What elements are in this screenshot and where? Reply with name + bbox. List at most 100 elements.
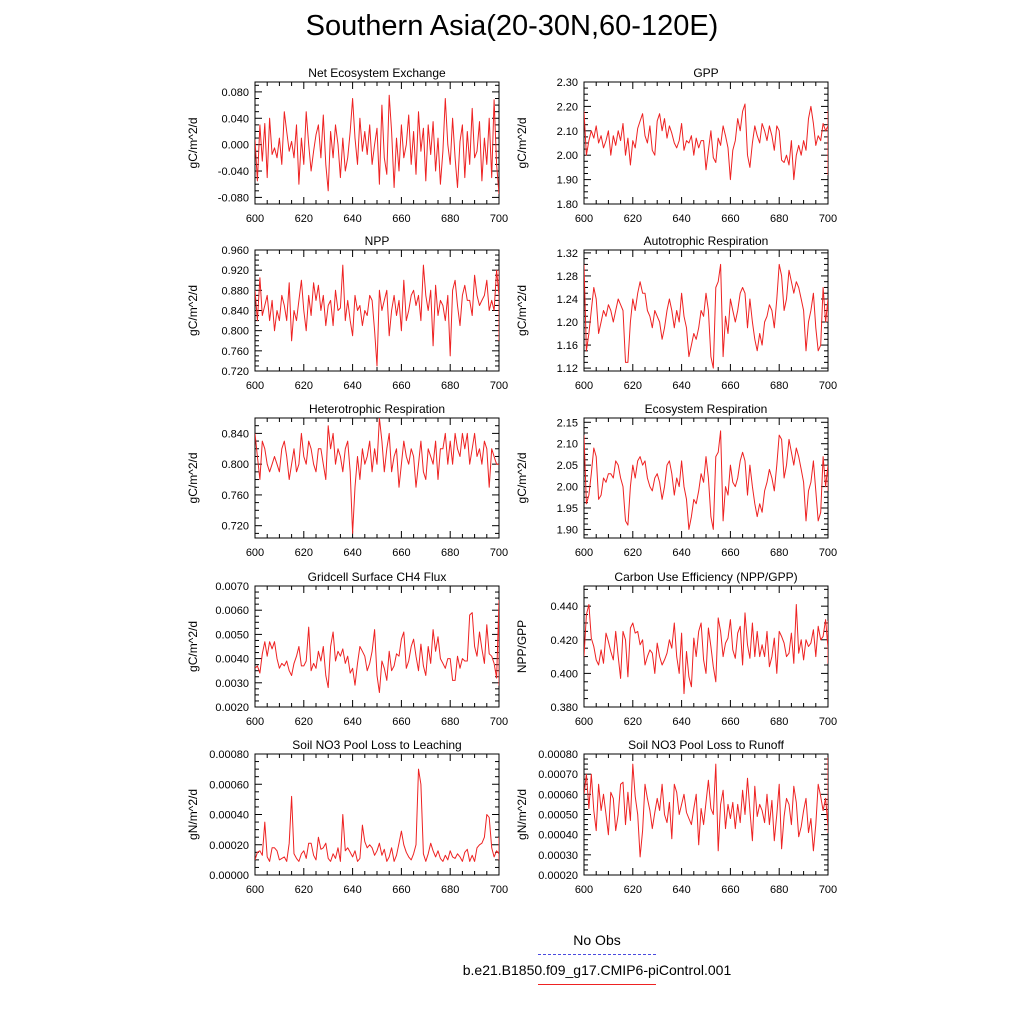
- y-axis-label: gC/m^2/d: [515, 285, 529, 336]
- y-tick-label: 0.00080: [209, 749, 249, 761]
- x-tick-label: 600: [575, 547, 593, 559]
- y-tick-label: 0.400: [550, 668, 578, 680]
- x-tick-label: 620: [624, 884, 642, 896]
- x-tick-label: 620: [295, 380, 313, 392]
- chart-panel-1: GPP gC/m^2/d 600 620 640 660 680 700 2.30 2.20 2.1…: [515, 66, 837, 225]
- x-tick-label: 660: [721, 380, 739, 392]
- y-tick-label: 0.420: [550, 635, 578, 647]
- y-tick-label: 1.80: [557, 199, 578, 211]
- panel-title: Soil NO3 Pool Loss to Runoff: [628, 738, 785, 752]
- x-tick-label: 700: [819, 547, 837, 559]
- y-tick-label: 0.0050: [215, 629, 249, 641]
- y-tick-label: 2.00: [557, 150, 578, 162]
- chart-panel-5: Ecosystem Respiration gC/m^2/d 600 620 640 66…: [515, 402, 837, 559]
- panel-title: Soil NO3 Pool Loss to Leaching: [292, 738, 461, 752]
- y-tick-label: 0.000: [221, 140, 249, 152]
- x-tick-label: 620: [295, 213, 313, 225]
- y-tick-label: 0.0070: [215, 581, 249, 593]
- x-tick-label: 680: [441, 884, 459, 896]
- chart-panel-6: Gridcell Surface CH4 Flux gC/m^2/d 600 620 6…: [186, 570, 508, 728]
- plot-frame: [254, 585, 500, 708]
- y-tick-label: 0.0030: [215, 678, 249, 690]
- y-tick-label: 2.10: [557, 439, 578, 451]
- panel-title: Ecosystem Respiration: [645, 402, 768, 416]
- y-tick-label: 2.30: [557, 77, 578, 89]
- x-tick-label: 600: [575, 213, 593, 225]
- x-tick-label: 640: [672, 716, 690, 728]
- series-line-0: [584, 604, 828, 695]
- x-tick-label: 700: [490, 884, 508, 896]
- x-tick-label: 660: [392, 380, 410, 392]
- x-tick-label: 600: [575, 716, 593, 728]
- x-tick-label: 660: [721, 716, 739, 728]
- series-line-0: [584, 757, 828, 858]
- x-tick-label: 680: [441, 213, 459, 225]
- x-tick-label: 700: [819, 213, 837, 225]
- y-tick-label: 0.00030: [538, 850, 578, 862]
- series-line-0: [584, 263, 828, 369]
- x-tick-label: 660: [392, 213, 410, 225]
- x-tick-label: 660: [721, 213, 739, 225]
- x-tick-label: 620: [624, 213, 642, 225]
- y-tick-label: 0.00020: [538, 870, 578, 882]
- panel-title: Heterotrophic Respiration: [309, 402, 445, 416]
- x-tick-label: 640: [343, 380, 361, 392]
- y-tick-label: 1.90: [557, 524, 578, 536]
- y-tick-label: 1.95: [557, 503, 578, 515]
- x-tick-label: 620: [295, 547, 313, 559]
- chart-panel-9: Soil NO3 Pool Loss to Runoff gN/m^2/d 600 6…: [515, 738, 837, 896]
- y-tick-label: -0.040: [218, 166, 249, 178]
- y-axis-label: gC/m^2/d: [186, 118, 200, 169]
- x-tick-label: 600: [246, 547, 264, 559]
- legend-obs-line: [538, 954, 656, 955]
- plot-frame: [583, 585, 829, 708]
- y-tick-label: 1.16: [557, 340, 578, 352]
- series-line-0: [255, 600, 499, 693]
- x-tick-label: 680: [770, 884, 788, 896]
- chart-panel-0: Net Ecosystem Exchange gC/m^2/d 600 620 640 6…: [186, 66, 508, 225]
- y-tick-label: 0.00050: [538, 810, 578, 822]
- y-tick-label: 0.00020: [209, 840, 249, 852]
- x-tick-label: 640: [672, 547, 690, 559]
- x-tick-label: 600: [246, 213, 264, 225]
- x-tick-label: 620: [624, 547, 642, 559]
- y-tick-label: 1.20: [557, 317, 578, 329]
- x-tick-label: 660: [392, 547, 410, 559]
- x-tick-label: 700: [490, 547, 508, 559]
- y-tick-label: 0.380: [550, 702, 578, 714]
- x-tick-label: 680: [441, 380, 459, 392]
- y-axis-label: gN/m^2/d: [186, 789, 200, 840]
- y-tick-label: 1.90: [557, 175, 578, 187]
- panel-title: Gridcell Surface CH4 Flux: [308, 570, 447, 584]
- y-tick-label: 2.20: [557, 101, 578, 113]
- x-tick-label: 700: [819, 884, 837, 896]
- y-tick-label: 0.00060: [538, 789, 578, 801]
- x-tick-label: 620: [295, 884, 313, 896]
- y-tick-label: 0.00070: [538, 769, 578, 781]
- panel-title: Autotrophic Respiration: [644, 234, 769, 248]
- y-tick-label: 0.760: [221, 490, 249, 502]
- series-line-0: [255, 264, 499, 367]
- y-tick-label: 0.00060: [209, 779, 249, 791]
- chart-panel-8: Soil NO3 Pool Loss to Leaching gN/m^2/d 60…: [186, 738, 508, 896]
- series-line-0: [584, 430, 828, 530]
- y-tick-label: 0.760: [221, 346, 249, 358]
- y-tick-label: 0.800: [221, 326, 249, 338]
- x-tick-label: 600: [575, 884, 593, 896]
- legend-obs-label: No Obs: [573, 932, 621, 948]
- chart-panel-4: Heterotrophic Respiration gC/m^2/d 600 620 6…: [186, 402, 508, 559]
- x-tick-label: 640: [343, 884, 361, 896]
- x-tick-label: 700: [819, 716, 837, 728]
- y-axis-label: gC/m^2/d: [186, 621, 200, 672]
- legend-case-label: b.e21.B1850.f09_g17.CMIP6-piControl.001: [462, 962, 732, 978]
- y-tick-label: 0.00080: [538, 749, 578, 761]
- y-tick-label: 1.12: [557, 363, 578, 375]
- chart-panel-3: Autotrophic Respiration gC/m^2/d 600 620 640…: [515, 234, 837, 392]
- series-line-0: [255, 418, 499, 534]
- y-tick-label: 0.00040: [538, 830, 578, 842]
- x-tick-label: 620: [624, 380, 642, 392]
- series-line-0: [584, 103, 828, 181]
- series-line-0: [255, 768, 499, 862]
- y-tick-label: 0.080: [221, 87, 249, 99]
